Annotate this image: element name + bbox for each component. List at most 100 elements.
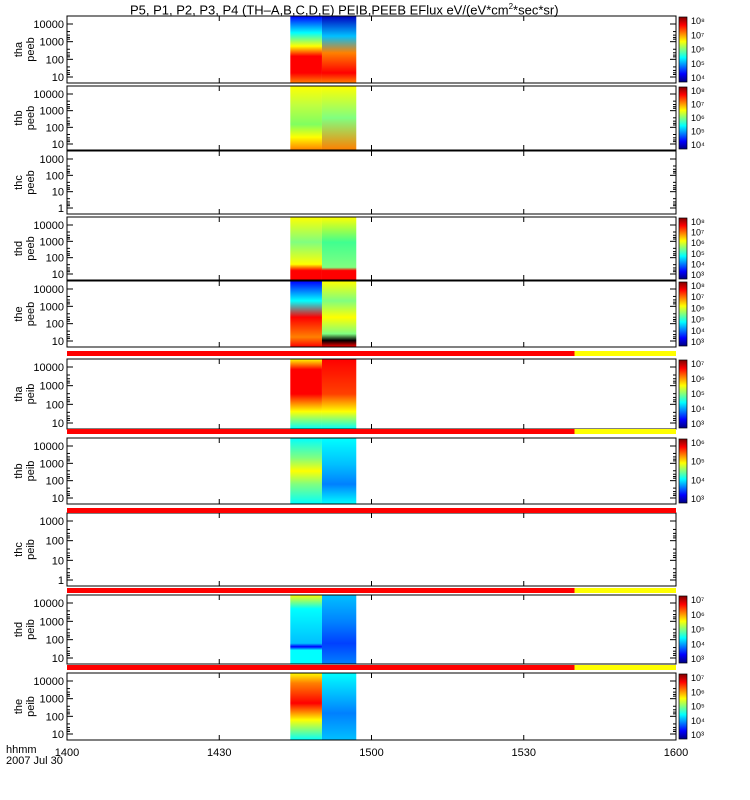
y-tick-label: 100 (46, 170, 64, 182)
y-tick-label: 10000 (33, 284, 64, 296)
y-tick-label: 10 (52, 269, 64, 281)
y-tick-label: 10 (52, 187, 64, 199)
colorbar (678, 359, 688, 429)
colorbar-tick-label: 10⁴ (691, 716, 705, 726)
spectrogram-block (321, 217, 357, 280)
y-tick-label: 1000 (40, 37, 64, 49)
panel-the-peib: 10000 1000 100 10 the peib 10⁷ 10⁶ 10⁵ 10⁴ 10³ (13, 672, 705, 741)
panel-thb-peib: 10000 1000 100 10 thb peib 10⁶ 10⁵ 10⁴ 10³ (13, 437, 705, 505)
y-tick-label: 1 (58, 575, 64, 587)
y-tick-label: 100 (46, 536, 64, 548)
spectrogram-block (321, 281, 357, 347)
panel-thc-peib: 1000 100 10 1 thc peib (13, 512, 677, 587)
colorbar (678, 595, 688, 664)
y-tick-label: 10 (52, 418, 64, 430)
panel-frame (66, 594, 677, 665)
colorbar-tick-label: 10³ (691, 270, 704, 280)
y-tick-label: 1000 (40, 458, 64, 470)
spectrogram-block (321, 16, 357, 83)
panel-thd-peib: 10000 1000 100 10 thd peib 10⁷ 10⁶ 10⁵ 10⁴ 10³ (13, 594, 705, 665)
y-tick-label: 10 (52, 336, 64, 348)
colorbar-tick-label: 10⁶ (691, 45, 705, 55)
y-axis-label-probe: thb (13, 463, 25, 478)
time-axis-label: hhmm 2007 Jul 30 (6, 745, 63, 767)
x-tick-label: 1600 (664, 747, 688, 759)
spectrogram-block (290, 217, 322, 280)
colorbar-tick-label: 10⁸ (691, 281, 705, 291)
colorbar-tick-label: 10³ (691, 337, 704, 347)
colorbar (678, 16, 688, 83)
panel-frame (66, 672, 677, 741)
colorbar-tick-label: 10⁶ (691, 238, 705, 248)
colorbar-tick-label: 10⁷ (691, 595, 704, 605)
spectrogram-block (290, 86, 322, 150)
colorbar-tick-label: 10⁵ (691, 389, 705, 399)
colorbar (678, 217, 688, 280)
y-axis-label-product: peib (25, 539, 37, 560)
colorbar-tick-label: 10⁷ (691, 359, 704, 369)
y-tick-label: 1000 (40, 616, 64, 628)
y-axis-label-probe: tha (13, 41, 25, 57)
y-tick-label: 100 (46, 122, 64, 134)
colorbar (678, 673, 688, 740)
colorbar-tick-label: 10⁶ (691, 374, 705, 384)
mode-bar-segment (67, 665, 575, 670)
colorbar-tick-label: 10⁷ (691, 228, 704, 238)
y-tick-label: 1000 (40, 154, 64, 166)
spectrogram-block (321, 438, 357, 504)
panel-frame (66, 216, 677, 281)
panel-frame (66, 512, 677, 587)
panel-thc-peeb: 1000 100 10 1 thc peeb (13, 150, 677, 215)
y-tick-label: 100 (46, 253, 64, 265)
y-tick-label: 100 (46, 711, 64, 723)
colorbar-tick-label: 10⁵ (691, 249, 705, 259)
spectrogram-block (321, 595, 357, 664)
y-tick-label: 10000 (33, 19, 64, 31)
y-axis-label-product: peeb (25, 106, 37, 130)
x-tick-label: 1500 (359, 747, 383, 759)
y-axis-label-product: peeb (25, 236, 37, 260)
colorbar-tick-label: 10⁵ (691, 702, 705, 712)
colorbar-tick-label: 10³ (691, 730, 704, 740)
y-axis-label-product: peib (25, 696, 37, 717)
colorbar-tick-label: 10⁴ (691, 259, 705, 269)
spectrogram-block (290, 673, 322, 740)
colorbar-tick-label: 10⁸ (691, 217, 705, 227)
y-tick-label: 10 (52, 72, 64, 84)
mode-bar-segment (67, 351, 575, 356)
y-axis-label-probe: thb (13, 110, 25, 125)
colorbar-tick-label: 10⁷ (691, 673, 704, 683)
colorbar (678, 281, 688, 347)
mode-bar-segment (67, 588, 575, 593)
colorbar-tick-label: 10⁸ (691, 86, 705, 96)
colorbar-tick-label: 10⁵ (691, 457, 705, 467)
colorbar-tick-label: 10⁴ (691, 140, 705, 150)
panel-thb-peeb: 10000 1000 100 10 thb peeb 10⁸ 10⁷ 10⁶ 10⁵ 10⁴ (13, 85, 705, 151)
colorbar-tick-label: 10³ (691, 654, 704, 664)
y-tick-label: 10000 (33, 441, 64, 453)
y-axis-label-probe: tha (13, 385, 25, 401)
y-axis-label-product: peeb (25, 170, 37, 194)
y-tick-label: 10000 (33, 598, 64, 610)
colorbar-tick-label: 10⁷ (691, 30, 704, 40)
y-tick-label: 100 (46, 476, 64, 488)
x-tick-label: 1400 (55, 747, 79, 759)
y-axis-label-probe: thd (13, 241, 25, 256)
y-tick-label: 1000 (40, 694, 64, 706)
panel-frame (66, 15, 677, 84)
y-tick-label: 1000 (40, 381, 64, 393)
colorbar-tick-label: 10⁶ (691, 303, 705, 313)
colorbar-tick-label: 10⁵ (691, 315, 705, 325)
colorbar (678, 438, 688, 504)
spectrogram-block (290, 359, 322, 429)
colorbar-tick-label: 10³ (691, 494, 704, 504)
y-axis-label-probe: thd (13, 622, 25, 637)
mode-bar-segment (574, 429, 676, 434)
y-tick-label: 100 (46, 54, 64, 66)
panel-frame (66, 150, 677, 215)
spectrogram-block (290, 16, 322, 83)
mode-bar-segment (574, 351, 676, 356)
colorbar-tick-label: 10³ (691, 419, 704, 429)
